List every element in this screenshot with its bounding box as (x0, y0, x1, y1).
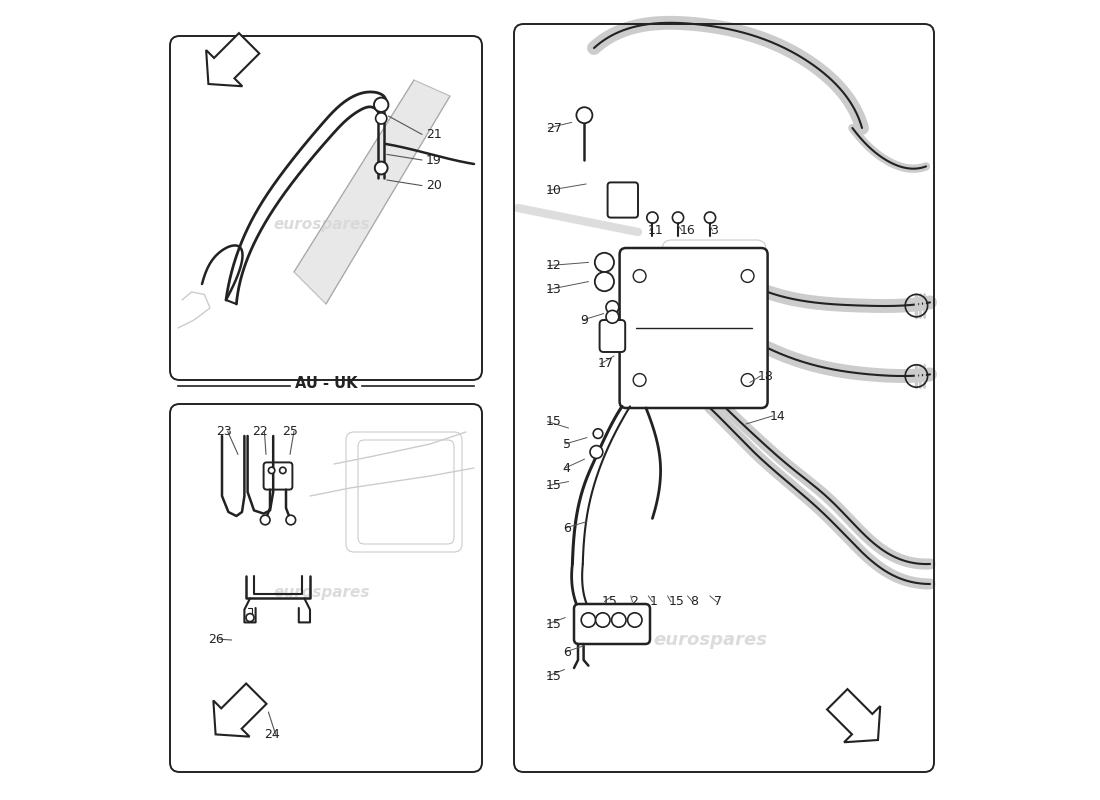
Text: 15: 15 (546, 670, 561, 682)
Text: 7: 7 (714, 595, 722, 608)
Text: 19: 19 (426, 154, 442, 166)
Text: 4: 4 (563, 462, 571, 474)
Polygon shape (827, 689, 880, 742)
Polygon shape (206, 33, 260, 86)
Text: 18: 18 (758, 370, 774, 382)
Text: 3: 3 (710, 224, 718, 237)
Circle shape (590, 446, 603, 458)
Text: 9: 9 (581, 314, 589, 326)
Text: 1: 1 (650, 595, 658, 608)
Circle shape (246, 614, 254, 622)
Circle shape (704, 212, 716, 223)
Text: 15: 15 (546, 479, 561, 492)
Text: 15: 15 (546, 618, 561, 630)
Polygon shape (294, 80, 450, 304)
Text: 27: 27 (546, 122, 562, 134)
Circle shape (741, 270, 754, 282)
Circle shape (634, 374, 646, 386)
Text: 20: 20 (426, 179, 442, 192)
Circle shape (595, 613, 610, 627)
Text: eurospares: eurospares (653, 631, 767, 649)
Circle shape (375, 162, 387, 174)
Text: 23: 23 (216, 425, 231, 438)
Circle shape (634, 270, 646, 282)
Text: 17: 17 (598, 358, 614, 370)
Text: AU - UK: AU - UK (295, 376, 358, 390)
Text: eurospares: eurospares (274, 217, 371, 231)
Circle shape (374, 98, 388, 112)
Circle shape (595, 253, 614, 272)
Text: 2: 2 (630, 595, 638, 608)
Polygon shape (213, 683, 266, 737)
Circle shape (268, 467, 275, 474)
Text: 15: 15 (602, 595, 618, 608)
Text: eurospares: eurospares (653, 327, 767, 345)
Circle shape (672, 212, 683, 223)
Circle shape (286, 515, 296, 525)
Circle shape (741, 374, 754, 386)
Text: 24: 24 (264, 728, 279, 741)
FancyBboxPatch shape (600, 320, 625, 352)
Circle shape (647, 212, 658, 223)
Circle shape (581, 613, 595, 627)
Text: 5: 5 (563, 438, 571, 450)
Text: 13: 13 (546, 283, 562, 296)
FancyBboxPatch shape (264, 462, 293, 490)
Text: 16: 16 (680, 224, 695, 237)
Text: 8: 8 (690, 595, 698, 608)
Circle shape (606, 301, 619, 314)
Text: 6: 6 (563, 646, 571, 658)
Text: 15: 15 (669, 595, 684, 608)
Circle shape (595, 272, 614, 291)
Circle shape (606, 310, 619, 323)
Circle shape (612, 613, 626, 627)
Text: 10: 10 (546, 184, 562, 197)
Text: 15: 15 (546, 415, 561, 428)
Text: 25: 25 (282, 425, 298, 438)
Circle shape (261, 515, 270, 525)
Text: 12: 12 (546, 259, 562, 272)
Text: eurospares: eurospares (274, 585, 371, 599)
Circle shape (279, 467, 286, 474)
Text: 11: 11 (648, 224, 663, 237)
Text: 6: 6 (563, 522, 571, 534)
Text: 14: 14 (770, 410, 785, 422)
FancyBboxPatch shape (619, 248, 768, 408)
FancyBboxPatch shape (607, 182, 638, 218)
Text: 22: 22 (253, 425, 268, 438)
Text: 26: 26 (208, 633, 223, 646)
Text: 21: 21 (426, 128, 442, 141)
Circle shape (576, 107, 593, 123)
Circle shape (628, 613, 642, 627)
Circle shape (593, 429, 603, 438)
FancyBboxPatch shape (574, 604, 650, 644)
Circle shape (375, 113, 387, 124)
